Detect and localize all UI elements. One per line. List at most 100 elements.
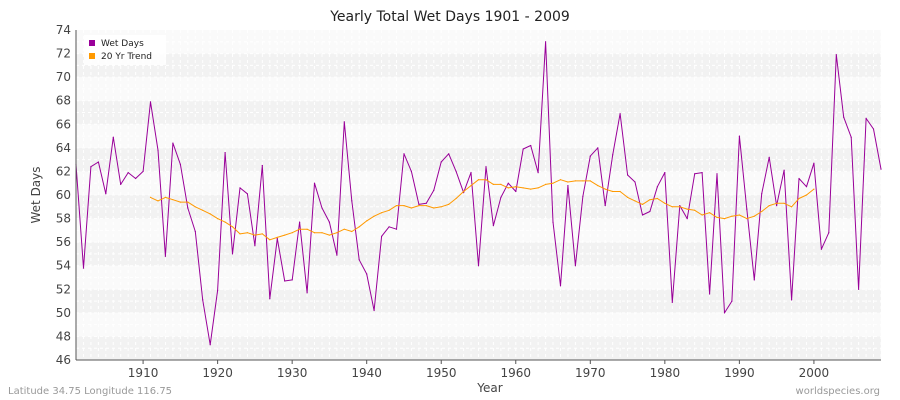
data-point: [328, 221, 330, 223]
data-point: [269, 298, 271, 300]
data-point: [574, 265, 577, 267]
data-point: [567, 181, 569, 183]
legend-box: [84, 35, 166, 65]
data-point: [604, 205, 606, 207]
data-point: [545, 41, 547, 43]
data-point: [828, 232, 830, 234]
data-point: [500, 196, 502, 198]
data-point: [254, 234, 256, 236]
data-point: [723, 218, 726, 220]
data-point: [336, 232, 338, 234]
data-point: [328, 234, 330, 236]
footer-source: worldspecies.org: [796, 386, 880, 397]
data-point: [589, 155, 591, 157]
data-point: [619, 190, 621, 193]
data-point: [366, 220, 368, 222]
data-point: [172, 142, 174, 144]
data-point: [395, 205, 398, 207]
data-point: [634, 181, 636, 183]
data-point: [120, 183, 122, 185]
data-point: [619, 113, 621, 115]
data-point: [559, 285, 562, 287]
data-point: [477, 265, 480, 267]
y-tick-label: 54: [56, 259, 71, 273]
data-point: [709, 293, 711, 295]
data-point: [686, 218, 688, 220]
data-point: [522, 148, 524, 150]
data-point: [224, 152, 226, 154]
data-point: [284, 280, 286, 282]
data-point: [612, 154, 614, 156]
data-point: [835, 54, 837, 56]
x-tick-label: 1990: [724, 366, 755, 380]
data-point: [686, 208, 688, 210]
data-point: [545, 183, 547, 185]
data-point: [850, 136, 852, 138]
data-point: [753, 215, 755, 217]
data-point: [791, 299, 793, 301]
data-point: [142, 170, 144, 172]
data-point: [343, 121, 345, 123]
data-point: [761, 210, 763, 213]
data-point: [90, 166, 92, 168]
data-point: [858, 288, 860, 290]
data-point: [202, 299, 204, 301]
data-point: [358, 259, 360, 261]
data-point: [336, 254, 338, 256]
data-point: [641, 214, 644, 216]
x-axis-label: Year: [476, 381, 502, 395]
data-point: [194, 230, 196, 233]
data-point: [723, 312, 726, 314]
data-point: [269, 239, 271, 241]
data-point: [82, 267, 85, 269]
data-point: [567, 185, 569, 187]
data-point: [515, 190, 517, 193]
data-point: [485, 179, 487, 181]
data-point: [485, 166, 487, 168]
data-point: [231, 253, 234, 255]
y-axis-label: Wet Days: [29, 166, 43, 223]
data-point: [239, 187, 241, 189]
data-point: [880, 168, 882, 170]
data-point: [507, 187, 509, 189]
data-point: [418, 203, 420, 205]
data-point: [209, 213, 211, 215]
y-tick-label: 74: [56, 23, 71, 37]
data-point: [440, 161, 442, 163]
data-point: [306, 228, 308, 230]
data-point: [522, 187, 524, 189]
data-point: [746, 208, 748, 210]
data-point: [470, 172, 472, 174]
data-point: [172, 199, 174, 201]
data-point: [299, 228, 301, 230]
data-point: [731, 300, 733, 302]
data-point: [813, 162, 815, 164]
data-point: [738, 214, 741, 216]
data-point: [388, 226, 390, 228]
data-point: [679, 205, 681, 207]
data-point: [768, 156, 770, 158]
data-point: [634, 200, 636, 202]
data-point: [448, 203, 450, 205]
data-point: [492, 225, 494, 227]
legend: Wet Days 20 Yr Trend: [84, 35, 166, 65]
data-point: [574, 180, 577, 182]
x-tick-label: 1940: [351, 366, 382, 380]
x-tick-label: 1920: [202, 366, 233, 380]
data-point: [149, 101, 152, 103]
data-point: [224, 221, 226, 223]
data-point: [843, 116, 845, 118]
y-tick-label: 68: [56, 94, 71, 108]
data-point: [656, 186, 659, 188]
data-point: [291, 232, 293, 234]
data-point: [351, 230, 353, 233]
data-point: [731, 215, 733, 217]
data-point: [410, 207, 412, 209]
y-tick-label: 52: [56, 282, 71, 296]
data-point: [582, 180, 584, 182]
data-point: [530, 188, 532, 190]
data-point: [179, 163, 181, 165]
data-point: [366, 273, 368, 275]
data-point: [448, 153, 450, 155]
